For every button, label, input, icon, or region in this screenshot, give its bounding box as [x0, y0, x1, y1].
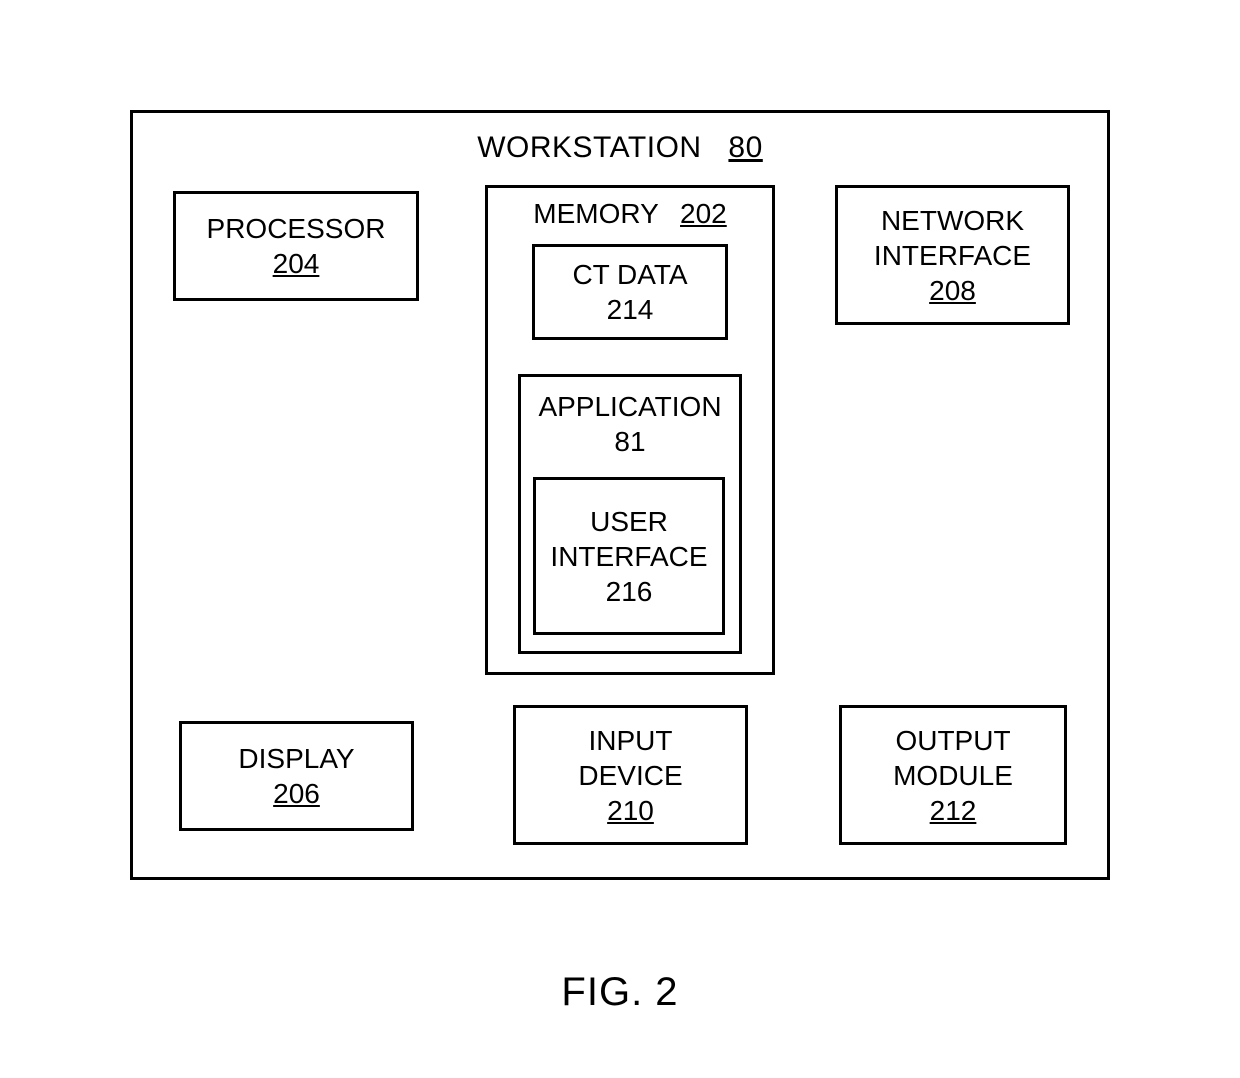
- input-device-ref: 210: [607, 793, 654, 828]
- display-block: DISPLAY 206: [179, 721, 414, 831]
- user-interface-block: USER INTERFACE 216: [533, 477, 725, 635]
- user-interface-ref: 216: [606, 574, 653, 609]
- workstation-title-row: WORKSTATION 80: [133, 113, 1107, 165]
- application-label: APPLICATION: [538, 389, 721, 424]
- processor-ref: 204: [273, 246, 320, 281]
- output-module-block: OUTPUT MODULE 212: [839, 705, 1067, 845]
- application-block: APPLICATION 81 USER INTERFACE 216: [518, 374, 742, 654]
- network-interface-ref: 208: [929, 273, 976, 308]
- processor-label: PROCESSOR: [207, 211, 386, 246]
- network-interface-label2: INTERFACE: [874, 238, 1031, 273]
- processor-block: PROCESSOR 204: [173, 191, 419, 301]
- output-module-label2: MODULE: [893, 758, 1013, 793]
- workstation-container: WORKSTATION 80 PROCESSOR 204 NETWORK INT…: [130, 110, 1110, 880]
- output-module-label1: OUTPUT: [895, 723, 1010, 758]
- memory-label: MEMORY: [533, 198, 658, 229]
- workstation-ref: 80: [728, 131, 762, 164]
- ct-data-label: CT DATA: [572, 257, 687, 292]
- display-ref: 206: [273, 776, 320, 811]
- input-device-label1: INPUT: [589, 723, 673, 758]
- memory-block: MEMORY 202 CT DATA 214 APPLICATION 81 US…: [485, 185, 775, 675]
- user-interface-label1: USER: [590, 504, 668, 539]
- user-interface-label2: INTERFACE: [550, 539, 707, 574]
- application-ref: 81: [614, 424, 645, 459]
- input-device-label2: DEVICE: [578, 758, 682, 793]
- workstation-label: WORKSTATION: [477, 131, 701, 164]
- figure-caption: FIG. 2: [0, 970, 1240, 1015]
- ct-data-ref: 214: [607, 292, 654, 327]
- output-module-ref: 212: [930, 793, 977, 828]
- input-device-block: INPUT DEVICE 210: [513, 705, 748, 845]
- network-interface-block: NETWORK INTERFACE 208: [835, 185, 1070, 325]
- memory-title-row: MEMORY 202: [488, 188, 772, 230]
- display-label: DISPLAY: [238, 741, 354, 776]
- ct-data-block: CT DATA 214: [532, 244, 728, 340]
- network-interface-label1: NETWORK: [881, 203, 1024, 238]
- memory-ref: 202: [680, 198, 727, 229]
